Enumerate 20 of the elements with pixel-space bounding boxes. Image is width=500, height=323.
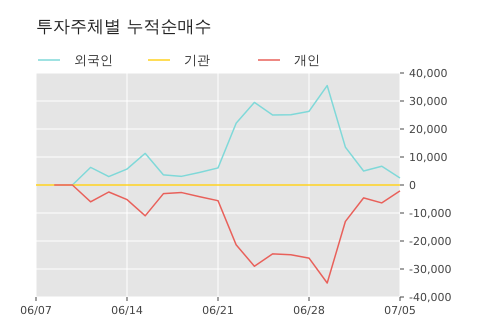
legend-label: 개인	[294, 54, 320, 68]
y-tick-label: 10,000	[409, 151, 448, 164]
y-tick-label: 40,000	[409, 67, 448, 80]
y-tick-label: -10,000	[409, 207, 452, 220]
legend-label: 기관	[184, 54, 210, 68]
chart-title: 투자주체별 누적순매수	[36, 17, 212, 37]
x-tick-label: 06/21	[202, 304, 234, 317]
line-series	[72, 84, 401, 186]
line-series	[53, 184, 401, 284]
y-tick-label: -40,000	[409, 291, 452, 304]
y-tick-label: -20,000	[409, 235, 452, 248]
y-tick-label: 0	[409, 179, 416, 192]
x-tick-label: 06/07	[20, 304, 52, 317]
x-tick-label: 07/05	[384, 304, 416, 317]
y-tick-label: 20,000	[409, 123, 448, 136]
y-tick-label: 30,000	[409, 95, 448, 108]
x-tick-label: 06/14	[111, 304, 143, 317]
y-tick-label: -30,000	[409, 263, 452, 276]
legend-label: 외국인	[74, 54, 113, 68]
x-tick-label: 06/28	[293, 304, 325, 317]
